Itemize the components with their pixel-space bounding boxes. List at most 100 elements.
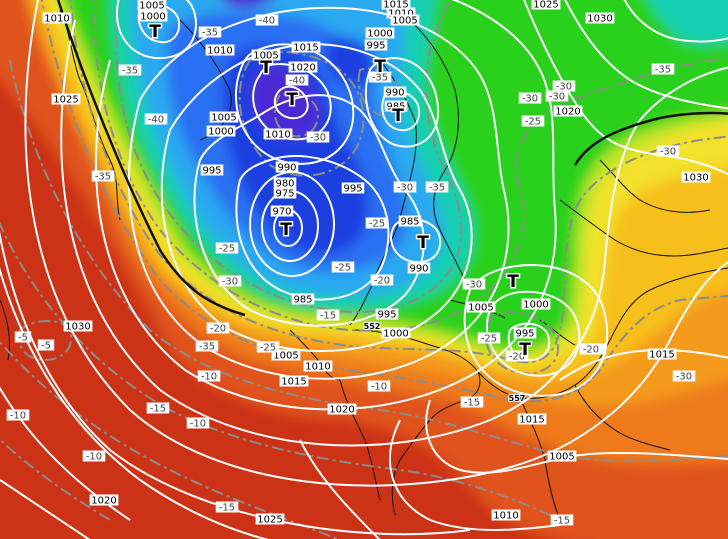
isotherm-label-text: -10	[190, 419, 206, 430]
isotherm-label-text: -30	[310, 133, 326, 144]
low-pressure-marker-label: T	[148, 21, 163, 44]
isobar-label-text: 990	[277, 163, 296, 174]
isotherm-label-box	[144, 113, 168, 125]
isobar-label-text: 1015	[649, 350, 674, 361]
low-pressure-marker-label-text: T	[280, 220, 292, 240]
isotherm-label: -40	[255, 14, 279, 27]
isotherm-label-box	[82, 450, 106, 462]
isobar-label-box	[386, 7, 416, 19]
isotherm-label-box	[552, 80, 576, 92]
isobar-label-text: 995	[515, 329, 534, 340]
isotherm-label-text: -35	[655, 65, 671, 76]
isobar-label: 1030	[681, 171, 711, 184]
isobar-label-box	[585, 12, 615, 24]
isotherm-label-text: -25	[260, 343, 276, 354]
isobar-label-text: 1005	[273, 351, 298, 362]
isobar-label-box	[42, 12, 72, 24]
isobar-label-box	[63, 320, 93, 332]
isobar-label-text: 1015	[293, 43, 318, 54]
isobar-label-box	[51, 93, 81, 105]
isotherm-label-text: -30	[676, 372, 692, 383]
isobar-label-box	[547, 450, 577, 462]
isobar-label-text: 995	[366, 41, 385, 52]
isobar-label: 1020	[327, 403, 357, 416]
isobar-label-box	[255, 513, 285, 525]
isotherm-label-text: -30	[466, 280, 482, 291]
isobar-label: 1020	[553, 105, 583, 118]
low-pressure-marker-label-text: T	[519, 340, 531, 360]
isobar-label: 1025	[51, 93, 81, 106]
isotherm-label: -5	[37, 339, 55, 352]
isobar-label-box	[273, 177, 297, 189]
isotherm-label-box	[365, 217, 389, 229]
isobar-label-text: 1010	[207, 46, 232, 57]
isobar-label-box	[279, 375, 309, 387]
isotherm-label: -25	[477, 332, 501, 345]
height-label-label: 552	[363, 321, 382, 332]
isobar-label: 1010	[42, 12, 72, 25]
low-pressure-marker-label-text: T	[260, 58, 272, 78]
isobar-label-text: 1005	[211, 113, 236, 124]
isobar-label-box	[275, 161, 299, 173]
isotherm-label-box	[579, 343, 603, 355]
isotherm-label: -30	[552, 80, 576, 93]
isobar-label-text: 1005	[549, 452, 574, 463]
isobar-label-text: 1030	[65, 322, 90, 333]
isotherm-label-box	[306, 131, 330, 143]
isotherm-label-box	[195, 340, 219, 352]
isobar-label: 990	[407, 262, 431, 275]
isobar-label: 970	[270, 205, 294, 218]
low-pressure-marker-label: T	[373, 56, 388, 79]
isobar-label: 995	[375, 308, 399, 321]
isotherm-label-text: -15	[464, 398, 480, 409]
isobar-label-box	[681, 171, 711, 183]
isotherm-label-box	[255, 14, 279, 26]
isotherm-label-text: -30	[556, 82, 572, 93]
isobar-label: 1005	[271, 349, 301, 362]
isobar-label-text: 1010	[388, 9, 413, 20]
isobar-label: 1015	[291, 41, 321, 54]
isobar-label-box	[291, 293, 315, 305]
isobar-label: 1025	[531, 0, 561, 11]
isotherm-label-box	[198, 26, 222, 38]
isotherm-label-text: -20	[374, 276, 390, 287]
isobar-label: 1005	[390, 14, 420, 27]
isotherm-label-text: -30	[222, 277, 238, 288]
isobar-label-box	[407, 262, 431, 274]
isotherm-label-box	[651, 63, 675, 75]
isotherm-label: -30	[545, 90, 569, 103]
isobar-label-text: 1030	[587, 14, 612, 25]
isobar-label: 1010	[491, 509, 521, 522]
isobar-label-text: 1010	[305, 362, 330, 373]
isobar-label-text: 1000	[523, 300, 548, 311]
isotherm-label-text: -15	[320, 311, 336, 322]
isobar-label: 1015	[381, 0, 411, 11]
isotherm-label-box	[6, 409, 30, 421]
isotherm-label: -35	[651, 63, 675, 76]
isotherm-label: -20	[505, 350, 529, 363]
isobar-label-box	[365, 27, 395, 39]
isobar-label-text: 1020	[290, 63, 315, 74]
isobar-label-text: 1005	[139, 1, 164, 12]
low-pressure-marker-label: T	[518, 339, 533, 362]
low-pressure-marker-label: T	[279, 219, 294, 242]
isotherm-label-box	[215, 242, 239, 254]
isobar-label-text: 990	[385, 88, 404, 99]
isobar-label-box	[288, 61, 318, 73]
isotherm-label: -10	[367, 380, 391, 393]
isotherm-label: -5	[14, 331, 32, 344]
isotherm-label: -15	[316, 309, 340, 322]
low-pressure-marker-label: T	[285, 89, 300, 112]
isotherm-label-box	[521, 115, 545, 127]
isobar-label-text: 1005	[468, 303, 493, 314]
isobar-label-box	[384, 100, 408, 112]
isobar-label: 985	[398, 215, 422, 228]
isotherm-label-text: -40	[289, 76, 305, 87]
isobar-label: 1000	[206, 125, 236, 138]
isotherm-label: -10	[82, 450, 106, 463]
isotherm-label-box	[672, 370, 696, 382]
isobar-label-box	[206, 125, 236, 137]
isobar-label-box	[200, 164, 224, 176]
isotherm-label-box	[425, 181, 449, 193]
